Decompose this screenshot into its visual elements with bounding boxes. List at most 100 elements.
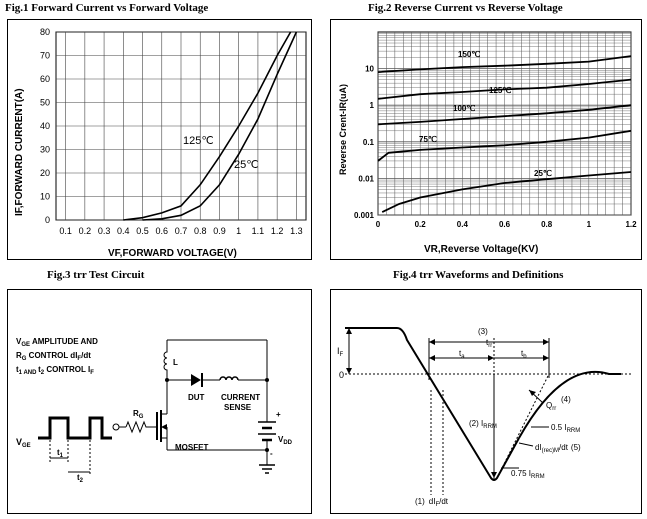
fig2-series-label-25: 25℃ <box>534 169 552 178</box>
fig2-x-tick-label: 0.4 <box>457 220 469 229</box>
diode-triangle <box>191 374 201 386</box>
rg-label: RG <box>133 409 144 420</box>
fig2-series-3-line <box>377 129 632 162</box>
fig4-waveform: 0 IF (3) trr ta tb (1) dIF/dt (2) IRRM Qr… <box>337 327 631 508</box>
svg-text:t1 AND t2 CONTROL IF: t1 AND t2 CONTROL IF <box>16 365 94 376</box>
fig1-series-label-125: 125℃ <box>183 135 214 147</box>
fig1-x-tick-label: 0.6 <box>156 226 169 236</box>
gate-resistor <box>125 420 150 434</box>
fig2-series-1-line <box>377 78 632 100</box>
fig2-x-tick-label: 0.6 <box>499 220 511 229</box>
ta-arrow-right-icon <box>488 355 494 361</box>
fig1-y-tick-label: 30 <box>40 145 50 155</box>
irrm-label: (2) IRRM <box>469 419 497 430</box>
fig2-chart: 0 0.2 0.4 0.6 0.8 1 1.2 0.001 0.01 0.1 1 10 VR,Reve… <box>338 31 637 255</box>
t1-label: t1 <box>57 448 64 459</box>
current-sense-coil <box>219 376 239 381</box>
fig2-x-tick-label: 0.2 <box>415 220 427 229</box>
fig1-y-tick-label: 80 <box>40 27 50 37</box>
if-arrow-up-icon <box>346 328 352 334</box>
inductor-label: L <box>173 358 178 367</box>
fig1-y-tick-label: 0 <box>45 215 50 225</box>
fig2-x-tick-label: 1 <box>587 220 592 229</box>
fig1-title: Fig.1 Forward Current vs Forward Voltage <box>5 2 209 14</box>
ta-label: ta <box>459 349 465 360</box>
gate-terminal <box>112 423 120 431</box>
fig2-x-tick-label: 0.8 <box>541 220 553 229</box>
fig3-panel: VGE AMPLITUDE AND RG CONTROL dIF/dt t1 A… <box>7 289 312 514</box>
qrr-arrow-icon <box>529 390 536 396</box>
fig1-x-tick-label: 1.1 <box>252 226 265 236</box>
fig1-x-tick-label: 0.2 <box>79 226 92 236</box>
fig1-x-tick-label: 1.3 <box>290 226 303 236</box>
trr-arrow-right-icon <box>543 339 549 345</box>
vdd-minus: - <box>270 449 273 458</box>
fig2-series-label-150: 150℃ <box>458 50 480 59</box>
fig1-y-tick-label: 40 <box>40 121 50 131</box>
svg-text:RG CONTROL dIF/dt: RG CONTROL dIF/dt <box>16 351 91 362</box>
fig1-chart: 0.1 0.2 0.3 0.4 0.5 0.6 0.7 0.8 0.9 1 1.1 1.2 1.3 0 10… <box>14 27 307 259</box>
t2-label: t2 <box>77 473 84 484</box>
qrr-label: Qrr <box>546 401 556 412</box>
if-label: IF <box>337 346 344 358</box>
vdd-label: VDD <box>278 435 293 446</box>
fig1-y-tick-label: 70 <box>40 51 50 61</box>
fig2-y-tick-label: 0.001 <box>354 211 375 220</box>
circuit-description: VGE AMPLITUDE AND RG CONTROL dIF/dt t1 A… <box>16 337 98 376</box>
sense-label: SENSE <box>224 403 252 412</box>
trr-arrow-left-icon <box>429 339 435 345</box>
label-3: (3) <box>478 327 488 336</box>
tb-label: tb <box>521 349 527 360</box>
zero-label: 0 <box>339 370 344 380</box>
ta-arrow-left-icon <box>429 355 435 361</box>
fig1-x-tick-label: 0.5 <box>136 226 149 236</box>
fig1-x-tick-label: 0.4 <box>117 226 130 236</box>
fig2-panel: 0 0.2 0.4 0.6 0.8 1 1.2 0.001 0.01 0.1 1 10 VR,Reve… <box>330 19 642 260</box>
mosfet-arrow-icon <box>161 424 167 430</box>
trr-label: trr <box>486 338 492 349</box>
fig2-series-0-line <box>377 55 632 73</box>
current-waveform <box>345 327 520 481</box>
current-label: CURRENT <box>221 393 260 402</box>
fig2-series-label-100: 100℃ <box>453 104 475 113</box>
fig1-x-tick-label: 1 <box>236 226 241 236</box>
fig2-y-tick-label: 0.01 <box>358 174 374 183</box>
fig1-series-0-line <box>123 31 292 221</box>
fig1-x-tick-label: 0.7 <box>175 226 188 236</box>
fig1-x-tick-label: 0.9 <box>213 226 226 236</box>
fig1-series-1-line <box>142 31 298 221</box>
fig2-y-tick-label: 10 <box>365 65 374 74</box>
fig1-xlabel: VF,FORWARD VOLTAGE(V) <box>108 248 237 259</box>
fig1-y-tick-label: 10 <box>40 192 50 202</box>
fig4-title: Fig.4 trr Waveforms and Definitions <box>393 269 564 281</box>
di-rec-label: dI(rec)M/dt (5) <box>535 443 581 454</box>
tb-arrow-right-icon <box>543 355 549 361</box>
fig1-y-tick-label: 20 <box>40 168 50 178</box>
if-arrow-down-icon <box>346 368 352 374</box>
svg-text:VGE AMPLITUDE AND: VGE AMPLITUDE AND <box>16 337 98 348</box>
fig2-ylabel: Reverse Crent-IR(uA) <box>338 84 348 175</box>
fig1-ylabel: IF,FORWARD CURRENT(A) <box>14 88 25 216</box>
fig1-y-tick-label: 60 <box>40 74 50 84</box>
fig1-x-tick-label: 1.2 <box>271 226 284 236</box>
fig1-x-tick-label: 0.1 <box>59 226 72 236</box>
half-irrm-label: 0.5 IRRM <box>551 423 580 434</box>
fig1-y-tick-label: 50 <box>40 98 50 108</box>
fig2-x-tick-label: 0 <box>376 220 381 229</box>
fig1-x-tick-label: 0.3 <box>98 226 111 236</box>
vdd-plus: + <box>276 410 281 419</box>
fig3-title: Fig.3 trr Test Circuit <box>47 269 145 281</box>
fig4-panel: 0 IF (3) trr ta tb (1) dIF/dt (2) IRRM Qr… <box>330 289 642 514</box>
fig2-xlabel: VR,Reverse Voltage(KV) <box>424 244 538 255</box>
fig2-title: Fig.2 Reverse Current vs Reverse Voltage <box>368 2 563 14</box>
q75-label: 0.75 IRRM <box>511 469 545 480</box>
fig3-circuit: VGE AMPLITUDE AND RG CONTROL dIF/dt t1 A… <box>16 337 293 484</box>
fig2-series-label-75: 75℃ <box>419 135 437 144</box>
irrm-arrow-icon <box>491 472 497 478</box>
fig2-y-tick-label: 1 <box>370 101 375 110</box>
fig1-x-tick-label: 0.8 <box>194 226 207 236</box>
dut-label: DUT <box>188 393 205 402</box>
fig2-y-tick-label: 0.1 <box>363 138 375 147</box>
recovery-curve <box>518 370 621 439</box>
fig2-series-4-line <box>381 171 632 213</box>
